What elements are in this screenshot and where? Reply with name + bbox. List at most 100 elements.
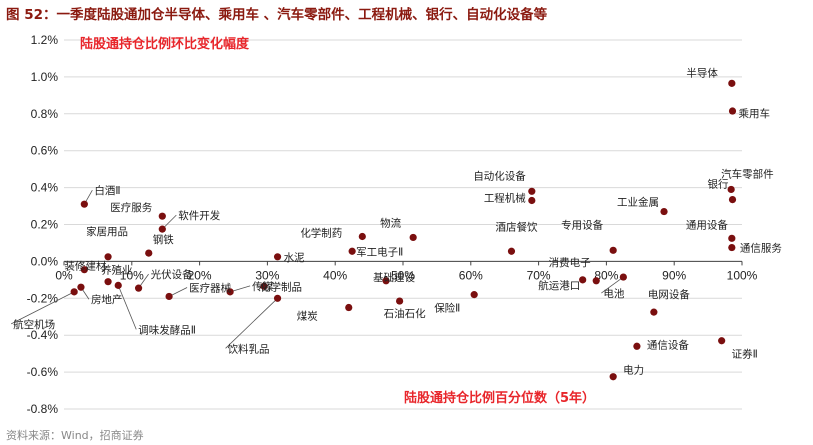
- point-label: 医疗服务: [110, 201, 152, 214]
- y-tick-label: -0.4%: [27, 328, 59, 342]
- data-point: [70, 288, 78, 296]
- point-label: 基础建设: [373, 271, 415, 284]
- point-label: 煤炭: [297, 310, 318, 323]
- y-tick-label: 0.0%: [31, 254, 59, 268]
- y-tick-label: 1.0%: [31, 70, 59, 84]
- x-tick-label: 50%: [391, 268, 415, 282]
- x-tick-label: 60%: [459, 268, 483, 282]
- point-label: 专用设备: [561, 218, 603, 231]
- point-label: 乘用车: [739, 107, 771, 120]
- x-axis-annotation: 陆股通持仓比例百分位数（5年）: [404, 390, 595, 406]
- axis-layer: 1.2% 1.0% 0.8% 0.6% 0.4% 0.2% 0.0% -0.2% -0.4% -0…: [27, 33, 758, 416]
- point-layer: [70, 79, 737, 381]
- data-point: [226, 288, 234, 296]
- leader-line: [225, 298, 278, 349]
- data-point: [134, 284, 143, 292]
- data-point: [528, 196, 536, 205]
- point-label: 钢铁: [153, 233, 174, 246]
- point-label: 通信服务: [740, 242, 782, 255]
- data-point: [728, 234, 736, 242]
- data-point: [528, 187, 536, 195]
- x-tick-label: 30%: [255, 268, 279, 282]
- y-tick-label: -0.6%: [27, 365, 59, 379]
- data-point: [470, 291, 478, 299]
- leader-line: [601, 276, 624, 294]
- point-label: 证券Ⅱ: [732, 348, 758, 361]
- data-point: [579, 276, 587, 284]
- figure-title: 图 52：一季度陆股通加仓半导体、乘用车 、汽车零部件、工程机械、银行、自动化设…: [6, 7, 548, 23]
- data-point: [650, 308, 658, 316]
- y-axis-annotation: 陆股通持仓比例环比变化幅度: [80, 36, 250, 52]
- data-point: [507, 247, 516, 255]
- data-point: [728, 107, 737, 115]
- data-point: [273, 253, 282, 261]
- data-point: [633, 342, 641, 350]
- y-tick-label: 1.2%: [31, 33, 59, 47]
- data-point: [114, 281, 122, 289]
- data-point: [165, 292, 173, 301]
- data-point: [104, 253, 112, 261]
- x-tick-label: 80%: [594, 268, 618, 282]
- leader-line-layer: [10, 190, 624, 349]
- point-label: 银行: [708, 178, 729, 191]
- leader-line: [10, 291, 75, 325]
- point-label: 自动化设备: [473, 169, 526, 182]
- data-point: [145, 249, 153, 257]
- point-label: 石油石化: [384, 307, 426, 320]
- data-point: [718, 337, 726, 345]
- data-point: [728, 195, 737, 204]
- point-label: 酒店餐饮: [495, 220, 537, 233]
- point-label: 水泥: [284, 251, 305, 264]
- x-tick-label: 100%: [727, 268, 758, 282]
- point-label: 航空机场: [13, 318, 55, 331]
- point-label: 电网设备: [648, 288, 690, 301]
- point-label: 半导体: [686, 66, 718, 79]
- point-label: 军工电子Ⅱ: [356, 245, 403, 258]
- data-point: [273, 294, 282, 302]
- point-label: 通用设备: [686, 218, 728, 231]
- point-label: 房地产: [91, 293, 123, 306]
- source-note: 资料来源：Wind，招商证券: [6, 429, 144, 442]
- point-label: 传媒: [252, 280, 273, 293]
- point-label: 调味发酵品Ⅱ: [138, 323, 196, 336]
- point-label: 饮料乳品: [228, 342, 270, 355]
- point-label: 航运港口: [538, 279, 580, 292]
- point-label: 装修建材: [64, 260, 106, 273]
- data-point: [592, 277, 600, 285]
- data-point: [260, 282, 268, 290]
- point-label: 物流: [380, 216, 401, 229]
- point-label: 医疗器械: [189, 281, 231, 294]
- x-tick-label: 70%: [527, 268, 551, 282]
- data-point: [104, 278, 112, 286]
- data-point: [382, 277, 390, 285]
- y-tick-label: -0.2%: [27, 291, 59, 305]
- point-label: 汽车零部件: [721, 167, 774, 180]
- point-label: 工程机械: [484, 192, 526, 205]
- point-label: 电力: [623, 364, 644, 377]
- data-point: [358, 232, 366, 241]
- x-tick-label: 90%: [662, 268, 686, 282]
- data-point: [660, 207, 668, 216]
- y-tick-label: 0.6%: [31, 144, 59, 158]
- y-tick-label: -0.8%: [27, 402, 59, 416]
- data-point: [158, 225, 166, 233]
- x-tick-label: 40%: [323, 268, 347, 282]
- data-point: [77, 283, 85, 291]
- point-label: 保险Ⅱ: [434, 302, 460, 315]
- y-tick-label: 0.2%: [31, 218, 59, 232]
- point-label: 化学制品: [260, 280, 302, 293]
- data-point: [80, 200, 88, 208]
- x-tick-label: 20%: [188, 268, 212, 282]
- data-point: [158, 212, 166, 220]
- data-point: [345, 303, 353, 312]
- point-label: 光伏设备: [151, 268, 193, 281]
- data-point: [80, 266, 88, 274]
- data-point: [609, 246, 617, 254]
- data-point: [396, 297, 404, 305]
- point-label: 白酒Ⅱ: [94, 184, 120, 197]
- x-tick-label: 10%: [120, 268, 144, 282]
- data-point: [728, 243, 736, 252]
- leader-line: [117, 285, 137, 330]
